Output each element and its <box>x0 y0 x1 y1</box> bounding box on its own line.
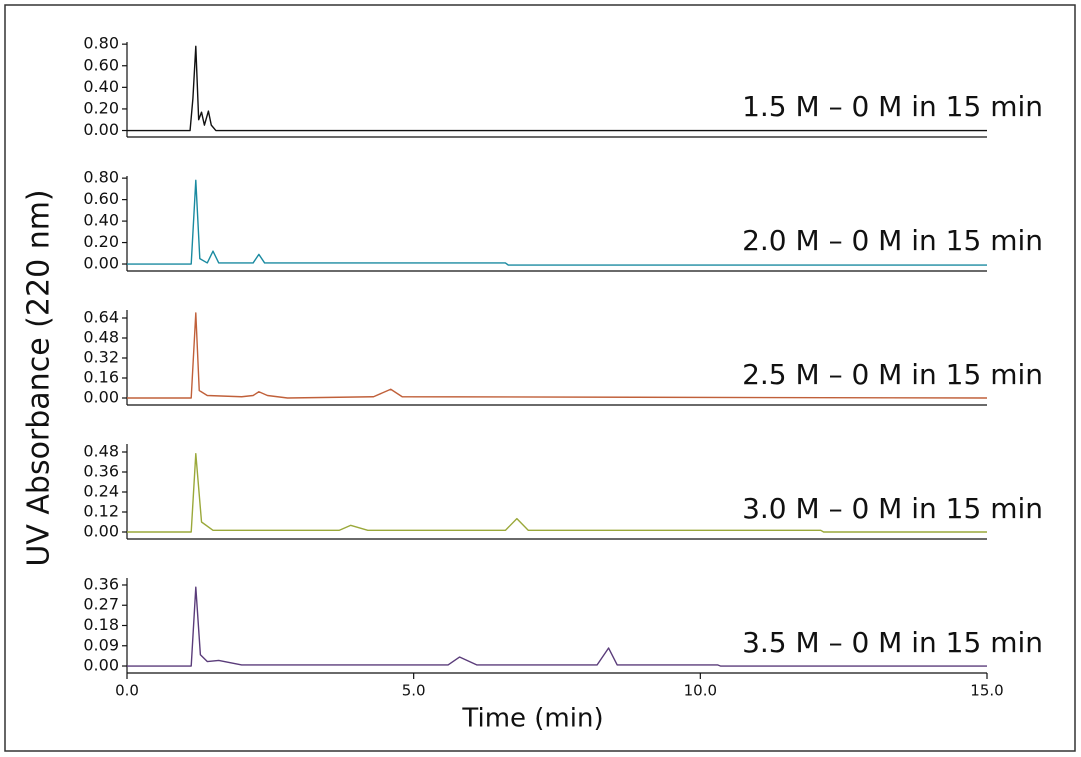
trace-label: 2.5 M – 0 M in 15 min <box>742 358 1043 391</box>
trace <box>127 586 987 667</box>
y-tick-label: 0.00 <box>83 254 119 273</box>
y-tick-label: 0.00 <box>83 120 119 139</box>
y-tick-label: 0.36 <box>83 574 119 593</box>
trace-label: 2.0 M – 0 M in 15 min <box>742 224 1043 257</box>
x-tick-label: 0.0 <box>115 682 139 700</box>
y-tick-label: 0.40 <box>83 211 119 230</box>
y-tick-label: 0.32 <box>83 348 119 367</box>
y-tick-label: 0.20 <box>83 232 119 251</box>
y-tick-label: 0.60 <box>83 55 119 74</box>
y-tick-label: 0.20 <box>83 98 119 117</box>
trace-label: 3.5 M – 0 M in 15 min <box>742 626 1043 659</box>
y-tick-label: 0.48 <box>83 328 119 347</box>
y-tick-label: 0.80 <box>83 168 119 187</box>
y-axis-label: UV Absorbance (220 nm) <box>22 189 57 566</box>
trace-label: 3.0 M – 0 M in 15 min <box>742 492 1043 525</box>
y-tick-label: 0.80 <box>83 34 119 53</box>
y-tick-label: 0.48 <box>83 442 119 461</box>
y-tick-label: 0.64 <box>83 308 119 327</box>
x-tick-label: 15.0 <box>970 682 1003 700</box>
y-tick-label: 0.27 <box>83 595 119 614</box>
x-tick-label: 5.0 <box>402 682 426 700</box>
trace-label: 1.5 M – 0 M in 15 min <box>742 90 1043 123</box>
trace <box>127 452 987 533</box>
y-tick-label: 0.36 <box>83 462 119 481</box>
y-tick-label: 0.18 <box>83 615 119 634</box>
frame <box>4 4 1076 752</box>
y-tick-label: 0.12 <box>83 502 119 521</box>
y-tick-label: 0.00 <box>83 388 119 407</box>
x-axis-label: Time (min) <box>461 704 603 734</box>
trace <box>127 45 987 132</box>
y-tick-label: 0.00 <box>83 656 119 675</box>
y-tick-label: 0.24 <box>83 482 119 501</box>
trace <box>127 179 987 266</box>
trace <box>127 312 988 399</box>
y-tick-label: 0.09 <box>83 635 119 654</box>
x-tick-label: 10.0 <box>684 682 717 700</box>
y-tick-label: 0.16 <box>83 368 119 387</box>
y-tick-label: 0.60 <box>83 189 119 208</box>
y-tick-label: 0.00 <box>83 522 119 541</box>
y-tick-label: 0.40 <box>83 77 119 96</box>
